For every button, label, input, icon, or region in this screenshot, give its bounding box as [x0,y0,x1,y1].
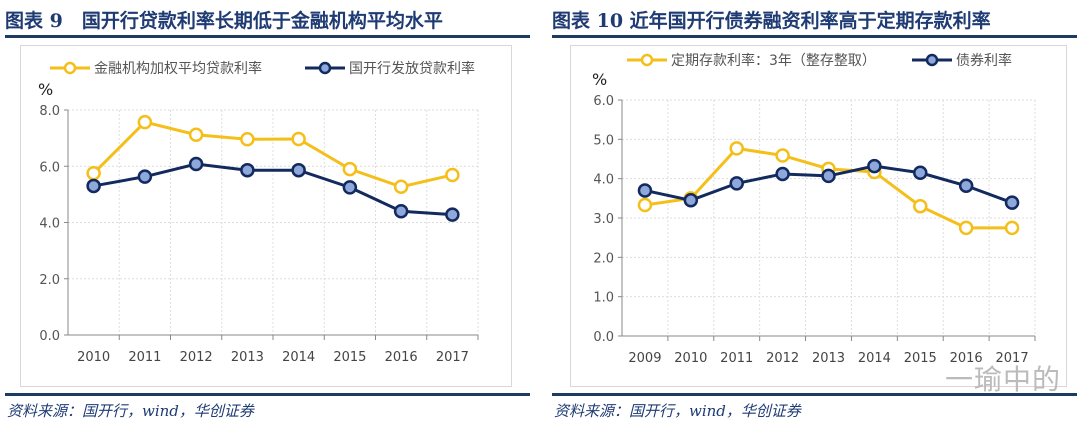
legend-marker [318,61,332,75]
data-point [958,220,974,236]
x-tick-label: 2010 [674,351,707,366]
y-tick-label: 4.0 [39,217,60,232]
y-tick-label: 4.0 [593,173,614,188]
y-tick-label: 6.0 [39,160,60,175]
data-point [867,158,882,174]
x-tick-label: 2015 [333,350,366,365]
y-tick-label: 5.0 [593,133,614,148]
x-tick-label: 2009 [628,351,661,366]
series-line-0 [92,120,453,189]
data-point [821,168,836,184]
data-point [729,176,744,191]
data-point [637,183,653,198]
data-point [445,167,460,183]
data-point [1004,195,1020,210]
data-point [913,165,928,181]
y-axis-unit: % [592,70,607,89]
legend-marker [63,61,77,75]
data-point [393,179,409,195]
x-tick-label: 2017 [436,350,469,365]
data-point [240,132,255,147]
x-tick-label: 2011 [128,350,161,365]
y-tick-label: 1.0 [593,291,614,306]
divider [5,393,530,396]
line-chart-9: 0.0 2.0 4.0 6.0 8.0 2010 2011 2012 2013 2014 2015 2… [38,60,479,365]
data-point [188,127,204,142]
chart-panel-10: 图表 10 近年国开行债券融资利率高于定期存款利率 0.0 1.0 2.0 3.0 4.… [552,0,1077,420]
x-tick-label: 2010 [77,350,110,365]
x-tick-label: 2013 [231,350,264,365]
legend-label: 金融机构加权平均贷款利率 [94,60,262,77]
legend-label: 国开行发放贷款利率 [349,60,475,77]
line-chart-10: 0.0 1.0 2.0 3.0 4.0 5.0 6.0 2009 2010 2011 2012 201… [592,52,1036,366]
x-tick-label: 2013 [812,351,845,366]
x-tick-label: 2017 [996,351,1029,366]
legend-label: 债券利率 [956,52,1012,69]
x-tick-label: 2012 [180,350,213,365]
data-point [291,162,306,178]
y-tick-label: 6.0 [593,94,614,109]
data-point [958,178,974,193]
data-point [137,169,153,184]
chart-frame [20,45,512,387]
data-point [342,161,358,177]
source-note: 资料来源：国开行，wind，华创证券 [554,402,801,420]
data-point [86,166,101,181]
data-point [393,204,409,219]
x-tick-label: 2011 [720,351,753,366]
divider [5,35,530,38]
y-tick-label: 2.0 [39,273,60,288]
x-tick-label: 2015 [904,351,937,366]
data-point [137,114,153,130]
y-tick-label: 0.0 [39,329,60,344]
data-point [775,166,790,182]
data-point [637,197,653,213]
divider [552,35,1077,38]
y-tick-label: 2.0 [593,251,614,266]
data-point [291,131,306,147]
data-point [775,148,790,163]
x-tick-label: 2012 [766,351,799,366]
data-point [729,141,744,156]
x-tick-label: 2014 [858,351,891,366]
chart-frame [570,45,1067,387]
y-tick-label: 3.0 [593,212,614,227]
x-tick-label: 2014 [282,350,315,365]
chart-title: 图表 9 国开行贷款利率长期低于金融机构平均水平 [5,10,443,32]
source-note: 资料来源：国开行，wind，华创证券 [7,402,254,420]
chart-title: 图表 10 近年国开行债券融资利率高于定期存款利率 [552,10,991,32]
data-point [1004,220,1020,236]
data-point [342,180,358,195]
y-tick-label: 0.0 [593,330,614,345]
x-tick-label: 2016 [385,350,418,365]
divider [552,393,1077,396]
watermark: 一瑜中的 [945,363,1062,396]
y-tick-label: 8.0 [39,104,60,119]
legend-label: 定期存款利率：3年（整存整取） [671,52,876,69]
series-line-1 [93,162,453,217]
chart-panel-9: 图表 9 国开行贷款利率长期低于金融机构平均水平 0.0 2.0 4.0 6.0 8.0… [5,0,530,420]
data-point [86,178,101,194]
legend-marker [925,53,939,67]
data-point [913,198,928,214]
data-point [445,207,460,222]
y-axis-unit: % [38,80,53,99]
series-line-0 [644,146,1013,230]
x-tick-label: 2016 [950,351,983,366]
data-point [188,156,204,172]
legend-marker [640,53,654,67]
data-point [240,162,255,178]
data-point [683,193,699,208]
